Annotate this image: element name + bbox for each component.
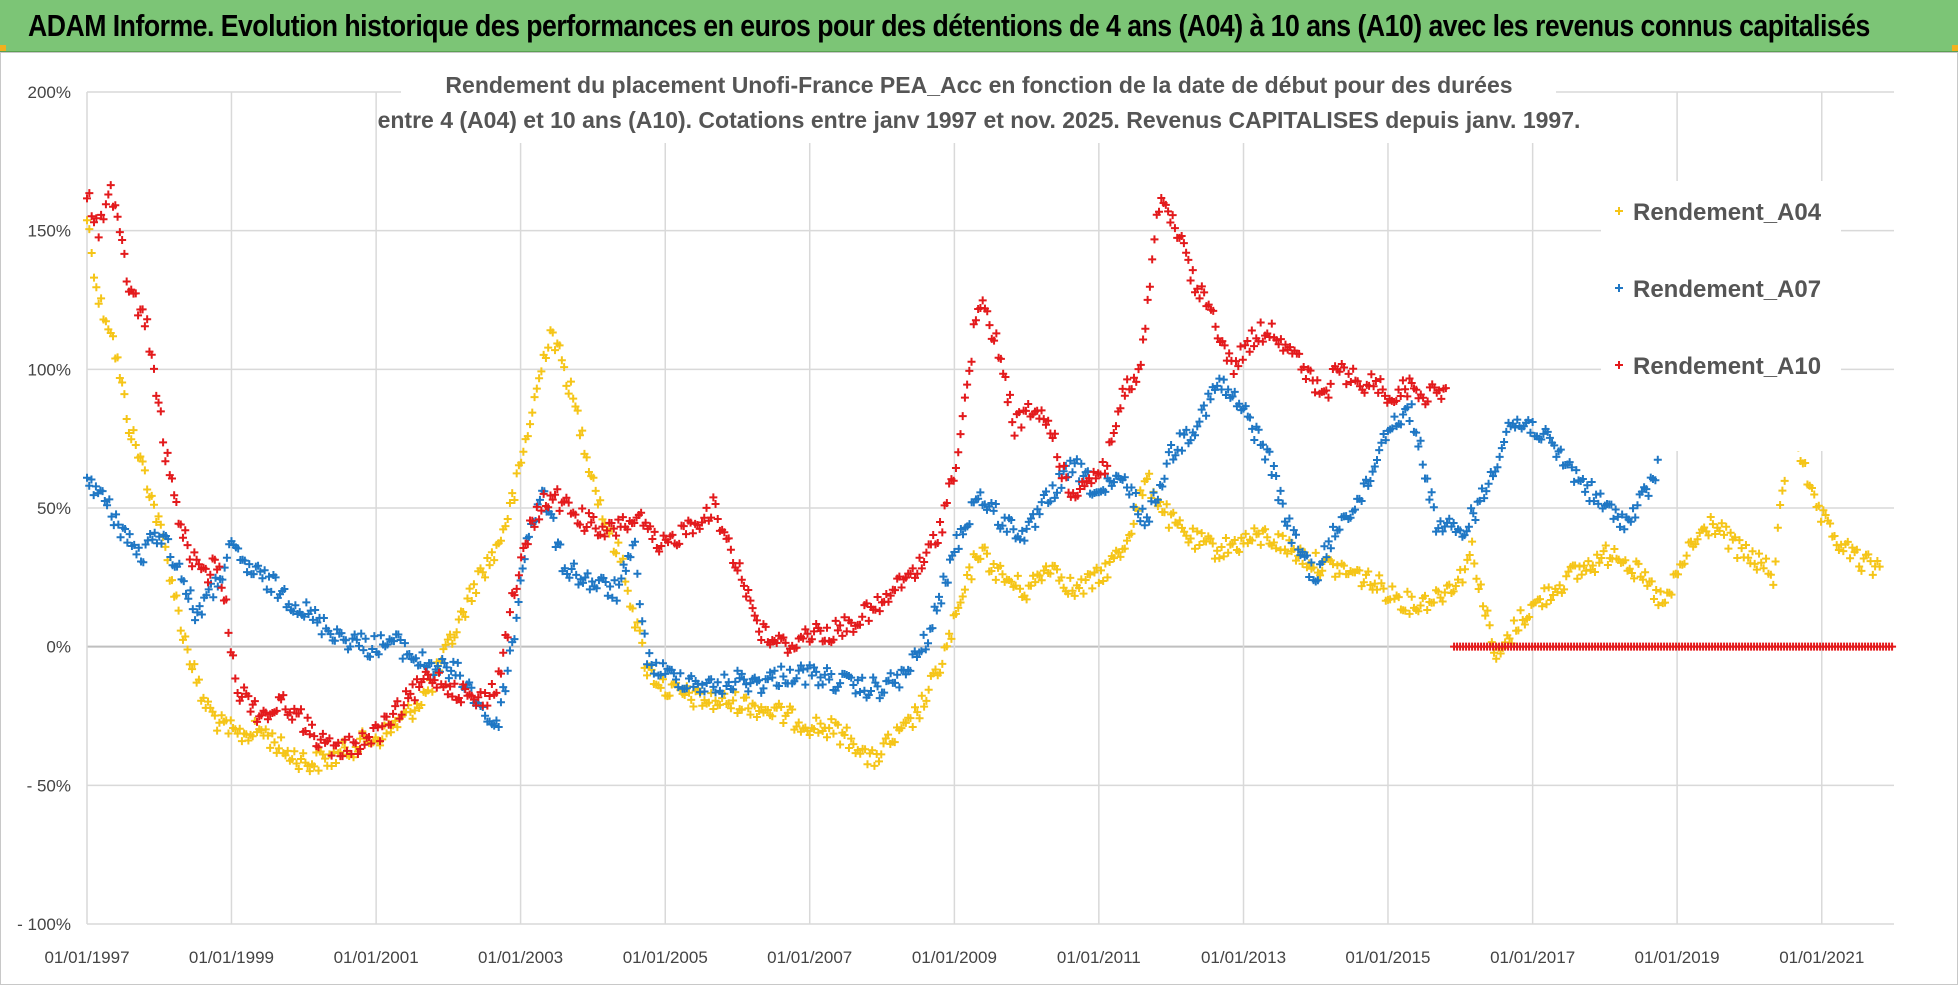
y-tick-label: 200%	[28, 83, 71, 102]
corner-marker-left	[0, 45, 6, 51]
x-tick-label: 01/01/2005	[623, 948, 708, 967]
legend-marker	[1615, 361, 1623, 369]
x-tick-label: 01/01/2019	[1635, 948, 1720, 967]
x-tick-label: 01/01/2003	[478, 948, 563, 967]
y-tick-label: - 50%	[27, 776, 71, 795]
x-tick-label: 01/01/2007	[767, 948, 852, 967]
chart-title-background	[401, 61, 1556, 143]
legend-label: Rendement_A07	[1633, 276, 1821, 303]
x-tick-label: 01/01/2009	[912, 948, 997, 967]
x-tick-label: 01/01/1999	[189, 948, 274, 967]
legend-marker	[1615, 284, 1623, 292]
x-tick-label: 01/01/2015	[1345, 948, 1430, 967]
x-tick-label: 01/01/2001	[334, 948, 419, 967]
x-tick-label: 01/01/2011	[1057, 948, 1141, 967]
series-a10-zero-segment	[1450, 642, 1897, 651]
banner-title: ADAM Informe. Evolution historique des p…	[28, 8, 1870, 43]
x-tick-label: 01/01/1997	[44, 948, 129, 967]
chart-area: 200% 150% 100% 50% 0% - 50% - 100% 01/01/1997 0…	[0, 52, 1958, 985]
y-tick-label: 100%	[28, 360, 71, 379]
y-tick-label: 50%	[37, 499, 71, 518]
legend-entry: Rendement_A10	[1615, 353, 1821, 380]
scatter-chart: 200%150%100%50%0%- 50%- 100% 01/01/1997 0…	[17, 61, 1897, 967]
y-tick-label: - 100%	[17, 915, 71, 934]
chart-legend: Rendement_A04 Rendement_A07 Rendement_A10	[1601, 181, 1841, 451]
x-tick-label: 01/01/2013	[1201, 948, 1286, 967]
chart-title-block: Rendement du placement Unofi-France PEA_…	[378, 61, 1581, 143]
legend-background	[1601, 181, 1841, 451]
title-banner: ADAM Informe. Evolution historique des p…	[0, 0, 1958, 52]
legend-label: Rendement_A04	[1633, 199, 1822, 226]
x-axis-tick-labels: 01/01/1997 01/01/1999 01/01/2001 01/01/2003…	[44, 948, 1864, 967]
series-rendement-a10	[83, 181, 1450, 761]
legend-marker	[1615, 207, 1623, 215]
data-points	[83, 181, 1897, 776]
x-gridlines	[86, 92, 1823, 924]
y-axis-tick-labels: 200% 150% 100% 50% 0% - 50% - 100%	[17, 83, 71, 934]
legend-entry: Rendement_A07	[1615, 276, 1821, 303]
series-rendement-a07	[83, 374, 1667, 732]
chart-title-line-1: Rendement du placement Unofi-France PEA_…	[445, 72, 1512, 98]
x-tick-label: 01/01/2021	[1779, 948, 1864, 967]
chart-title-line-2: entre 4 (A04) et 10 ans (A10). Cotations…	[378, 107, 1581, 133]
legend-label: Rendement_A10	[1633, 353, 1821, 380]
y-tick-label: 150%	[28, 222, 71, 241]
legend-entry: Rendement_A04	[1615, 199, 1822, 226]
x-tick-label: 01/01/2017	[1490, 948, 1575, 967]
corner-marker-right	[1952, 45, 1958, 51]
y-tick-label: 0%	[46, 638, 71, 657]
